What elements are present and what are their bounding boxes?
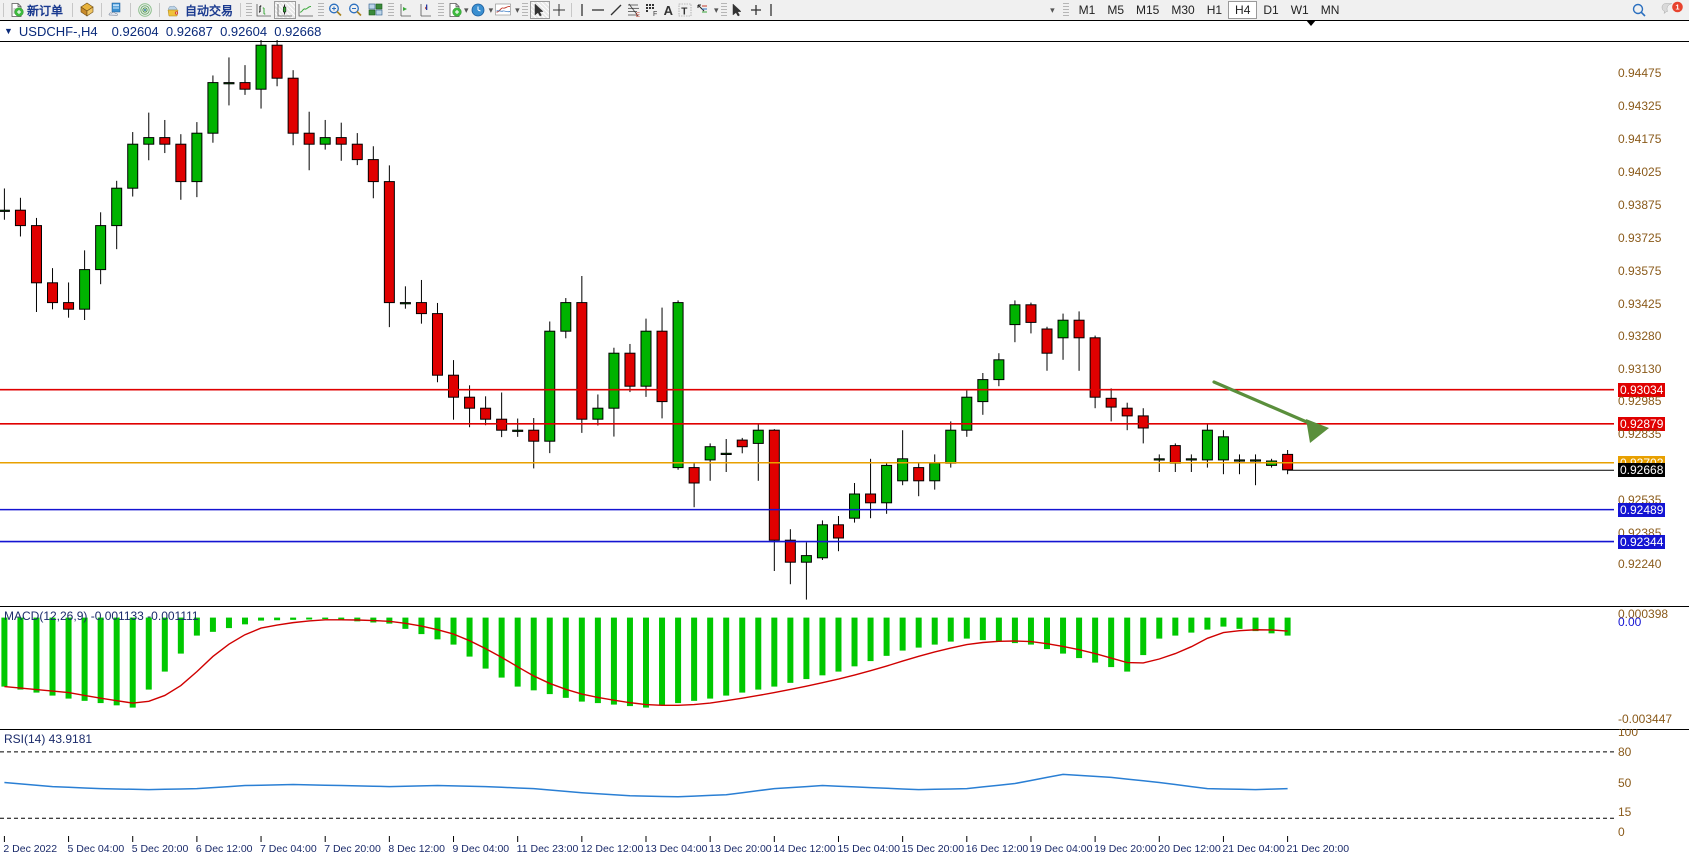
svg-text:E: E <box>636 13 640 18</box>
svg-text:1: 1 <box>1675 2 1679 11</box>
svg-text:T: T <box>681 7 687 18</box>
svg-text:F: F <box>653 11 657 18</box>
